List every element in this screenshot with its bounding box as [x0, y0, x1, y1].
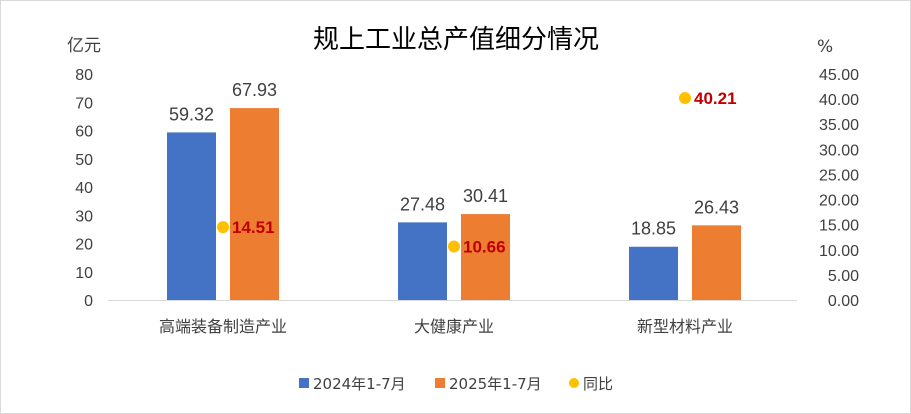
right-tick-label: 30.00: [819, 142, 859, 159]
yoy-marker: [679, 92, 691, 105]
bar-data-label: 59.32: [169, 104, 214, 124]
bar-series1: [167, 132, 216, 300]
bars: 59.32 67.93 14.51 27.48 30.41 10.66 18.85 26.43…: [167, 80, 741, 300]
left-tick-label: 50: [75, 152, 93, 169]
bar-series1: [629, 246, 678, 300]
category-label: 大健康产业: [414, 317, 494, 336]
bar-data-label: 30.41: [463, 186, 508, 206]
bar-series2: [692, 225, 741, 300]
bar-series2: [461, 214, 510, 300]
bar-data-label: 27.48: [400, 194, 445, 214]
right-tick-label: 45.00: [819, 67, 859, 84]
left-axis-unit: 亿元: [67, 36, 101, 56]
legend-label: 2025年1-7月: [449, 375, 542, 393]
right-axis-unit: %: [817, 37, 833, 57]
category-label: 新型材料产业: [637, 317, 733, 336]
left-tick-label: 20: [75, 237, 93, 254]
category-label: 高端装备制造产业: [159, 317, 287, 336]
right-tick-label: 25.00: [819, 167, 859, 184]
left-tick-label: 60: [75, 124, 93, 141]
bar-data-label: 18.85: [631, 219, 676, 239]
left-tick-label: 10: [75, 265, 93, 282]
bar-series1: [398, 222, 447, 300]
legend-label: 2024年1-7月: [313, 375, 406, 393]
yoy-marker: [217, 221, 229, 234]
yoy-data-label: 14.51: [232, 218, 275, 237]
right-tick-label: 40.00: [819, 92, 859, 109]
left-tick-label: 0: [84, 293, 93, 310]
right-tick-label: 0.00: [828, 293, 859, 310]
legend-swatch: [435, 378, 445, 388]
left-tick-label: 70: [75, 95, 93, 112]
right-tick-label: 20.00: [819, 193, 859, 210]
right-tick-label: 10.00: [819, 243, 859, 260]
legend-swatch: [299, 378, 309, 388]
yoy-data-label: 40.21: [694, 89, 737, 108]
legend-label: 同比: [583, 375, 613, 393]
legend: 2024年1-7月 2025年1-7月 同比: [299, 375, 613, 393]
yoy-marker: [448, 240, 460, 253]
yoy-data-label: 10.66: [463, 237, 506, 256]
left-axis-ticks: 0 10 20 30 40 50 60 70 80: [75, 67, 93, 310]
category-labels: 高端装备制造产业 大健康产业 新型材料产业: [159, 317, 733, 336]
right-tick-label: 15.00: [819, 218, 859, 235]
bar-series2: [230, 108, 279, 300]
left-tick-label: 80: [75, 67, 93, 84]
left-tick-label: 30: [75, 208, 93, 225]
right-tick-label: 35.00: [819, 117, 859, 134]
right-axis-ticks: 0.00 5.00 10.00 15.00 20.00 25.00 30.00 35.00 40…: [819, 67, 859, 310]
left-tick-label: 40: [75, 180, 93, 197]
legend-marker: [569, 378, 579, 388]
bar-data-label: 26.43: [694, 197, 739, 217]
bar-data-label: 67.93: [232, 80, 277, 100]
right-tick-label: 5.00: [828, 268, 859, 285]
chart-title: 规上工业总产值细分情况: [313, 25, 599, 55]
